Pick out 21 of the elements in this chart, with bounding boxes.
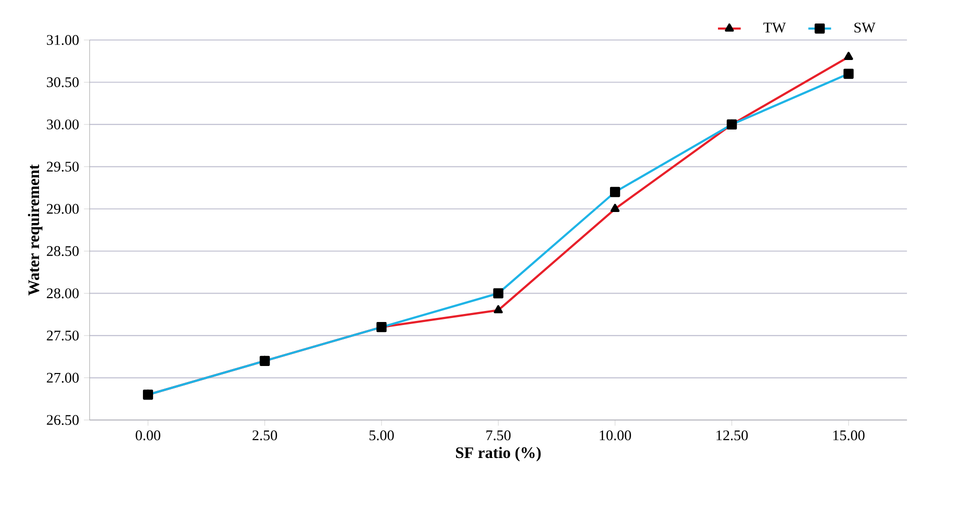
y-tick-label: 27.00 — [46, 372, 79, 383]
legend-label: SW — [854, 22, 876, 33]
y-tick-label: 27.50 — [46, 330, 79, 341]
y-tick-label: 30.50 — [46, 77, 79, 88]
y-tick-label: 29.00 — [46, 204, 79, 214]
x-tick-label: 15.00 — [833, 430, 865, 440]
y-tick-label: 31.00 — [46, 35, 79, 45]
x-tick-label: 5.00 — [370, 430, 394, 440]
x-axis-title: SF ratio (%) — [456, 446, 541, 462]
y-tick-label: 29.50 — [46, 162, 79, 172]
x-tick-label: 7.50 — [486, 430, 511, 440]
y-axis-title: Water requirement — [28, 164, 42, 296]
y-tick-label: 28.00 — [46, 288, 79, 298]
legend-label: TW — [763, 22, 786, 33]
x-tick-label: 10.00 — [600, 430, 631, 440]
x-tick-label: 0.00 — [136, 430, 160, 440]
x-tick-label: 12.50 — [716, 430, 748, 440]
y-tick-label: 30.00 — [46, 119, 79, 130]
y-tick-label: 26.50 — [46, 415, 79, 425]
x-tick-label: 2.50 — [252, 430, 278, 440]
y-tick-label: 28.50 — [46, 246, 79, 256]
